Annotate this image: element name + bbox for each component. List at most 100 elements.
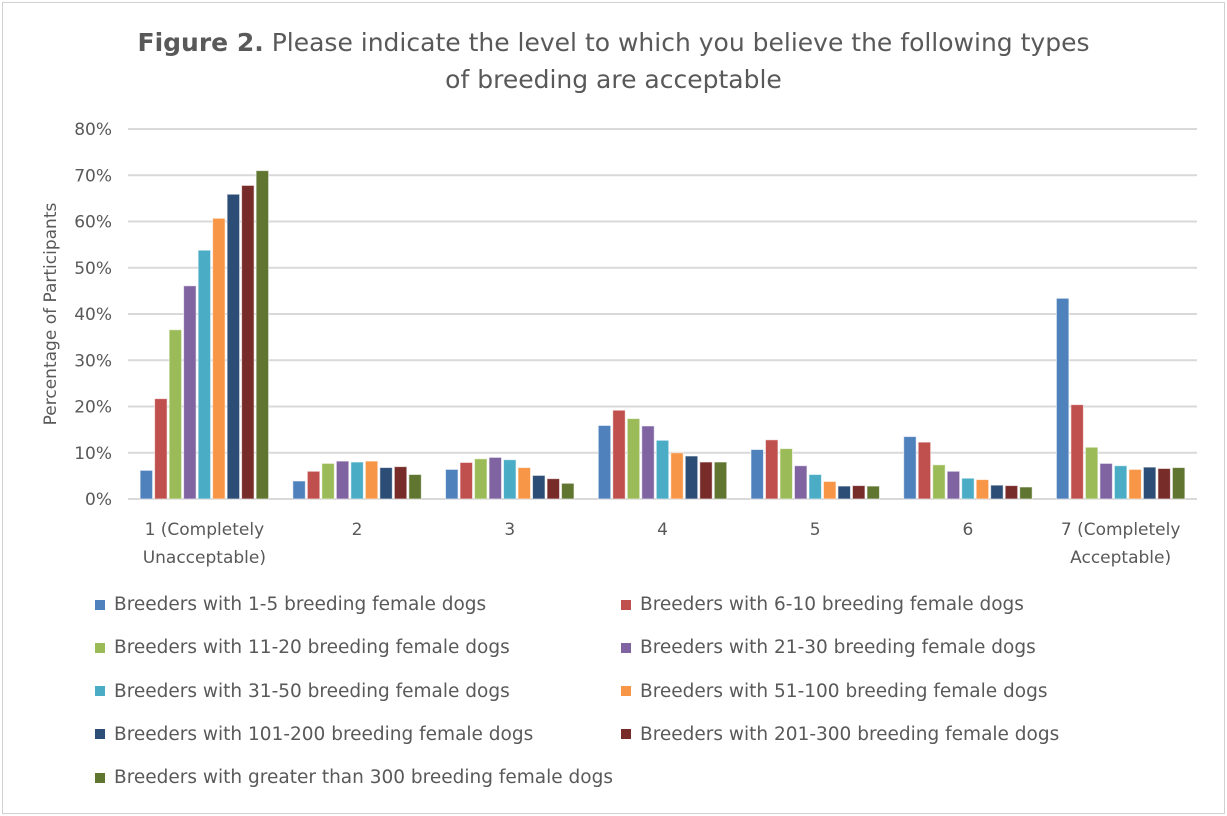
bar: [1142, 466, 1157, 500]
bar: [241, 184, 255, 500]
bar: [212, 217, 226, 500]
bar: [561, 482, 575, 500]
bar: [488, 456, 503, 500]
legend-item: Breeders with 31-50 breeding female dogs: [95, 681, 510, 702]
bar: [503, 459, 517, 500]
y-tick-label: 30%: [74, 351, 112, 371]
legend-label: Breeders with 31-50 breeding female dogs: [114, 680, 510, 702]
bar: [932, 464, 946, 500]
bar: [459, 461, 474, 500]
bar: [822, 480, 837, 500]
bar: [445, 468, 459, 500]
bar: [255, 170, 270, 500]
bar: [226, 193, 241, 500]
legend-item: Breeders with 21-30 breeding female dogs: [621, 637, 1036, 658]
x-tick-label: 7 (Completely: [1061, 520, 1181, 540]
x-tick-label: 2: [352, 520, 363, 540]
y-tick-label: 70%: [74, 166, 112, 186]
y-tick-label: 50%: [74, 259, 112, 279]
legend-item: Breeders with 101-200 breeding female do…: [95, 724, 533, 745]
bar: [1099, 462, 1113, 500]
legend-swatch: [621, 642, 631, 653]
bar: [808, 473, 822, 500]
x-tick-label: 6: [963, 520, 974, 540]
bar: [961, 477, 975, 500]
bar: [851, 485, 866, 500]
bar: [517, 467, 532, 500]
legend-swatch: [95, 729, 105, 740]
legend-label: Breeders with 101-200 breeding female do…: [114, 723, 534, 745]
bar: [903, 436, 917, 500]
bar: [670, 452, 684, 500]
bar: [197, 249, 212, 500]
legend-item: Breeders with 11-20 breeding female dogs: [95, 637, 510, 658]
y-tick-label: 60%: [74, 213, 112, 233]
bar: [292, 480, 306, 500]
bar: [364, 460, 379, 500]
bar: [321, 462, 335, 500]
bar: [750, 449, 764, 500]
legend-label: Breeders with 1-5 breeding female dogs: [114, 594, 487, 615]
legend-swatch: [95, 642, 105, 653]
bar: [306, 470, 321, 500]
bar: [168, 329, 183, 500]
y-tick-label: 20%: [74, 398, 112, 418]
bar: [408, 473, 422, 500]
bar: [764, 439, 779, 500]
y-tick-label: 80%: [74, 120, 112, 140]
y-tick-label: 40%: [74, 305, 112, 325]
bar: [335, 460, 350, 500]
bar: [139, 469, 154, 500]
y-tick-label: 0%: [85, 490, 112, 510]
y-axis-label: Percentage of Participants: [41, 203, 61, 426]
x-tick-label: 4: [657, 520, 668, 540]
legend-swatch: [621, 686, 631, 697]
bar: [474, 458, 488, 500]
bar: [1055, 297, 1070, 500]
bar: [612, 409, 626, 500]
bar: [597, 424, 612, 500]
legend-item: Breeders with 51-100 breeding female dog…: [621, 681, 1047, 702]
bar: [917, 441, 932, 500]
legend-label: Breeders with 51-100 breeding female dog…: [640, 680, 1048, 702]
bar: [154, 398, 168, 500]
legend-label: Breeders with greater than 300 breeding …: [114, 767, 613, 789]
x-tick-label: Unacceptable): [143, 548, 266, 568]
legend-label: Breeders with 21-30 breeding female dogs: [640, 637, 1036, 659]
bar: [866, 485, 880, 500]
bar: [641, 425, 655, 500]
bar: [1070, 404, 1084, 500]
x-tick-label: 5: [810, 520, 821, 540]
legend-swatch: [95, 772, 105, 783]
x-tick-label: 1 (Completely: [145, 520, 265, 540]
bar: [532, 474, 546, 500]
bar: [1019, 486, 1033, 500]
chart-title: Figure 2. Please indicate the level to w…: [0, 24, 1227, 98]
bar: [1171, 467, 1186, 500]
bar: [183, 285, 197, 500]
legend-swatch: [621, 599, 631, 610]
bar: [1157, 467, 1171, 500]
bar: [655, 439, 670, 500]
bar: [1113, 465, 1128, 500]
x-tick-label: 3: [504, 520, 515, 540]
bar: [990, 484, 1004, 500]
bar: [379, 467, 393, 500]
legend-swatch: [95, 686, 105, 697]
figure-label: Figure 2.: [137, 28, 264, 57]
bar: [546, 478, 561, 500]
bar: [946, 470, 961, 500]
bar: [779, 448, 793, 500]
bar: [684, 455, 699, 500]
bar: [393, 466, 408, 500]
legend-swatch: [95, 599, 105, 610]
legend-label: Breeders with 11-20 breeding female dogs: [114, 637, 510, 659]
bar: [350, 461, 364, 500]
bar: [699, 461, 713, 500]
legend-item: Breeders with 1-5 breeding female dogs: [95, 594, 486, 615]
legend-item: Breeders with greater than 300 breeding …: [95, 767, 613, 788]
x-tick-label: Acceptable): [1070, 548, 1171, 568]
bar: [713, 461, 728, 500]
